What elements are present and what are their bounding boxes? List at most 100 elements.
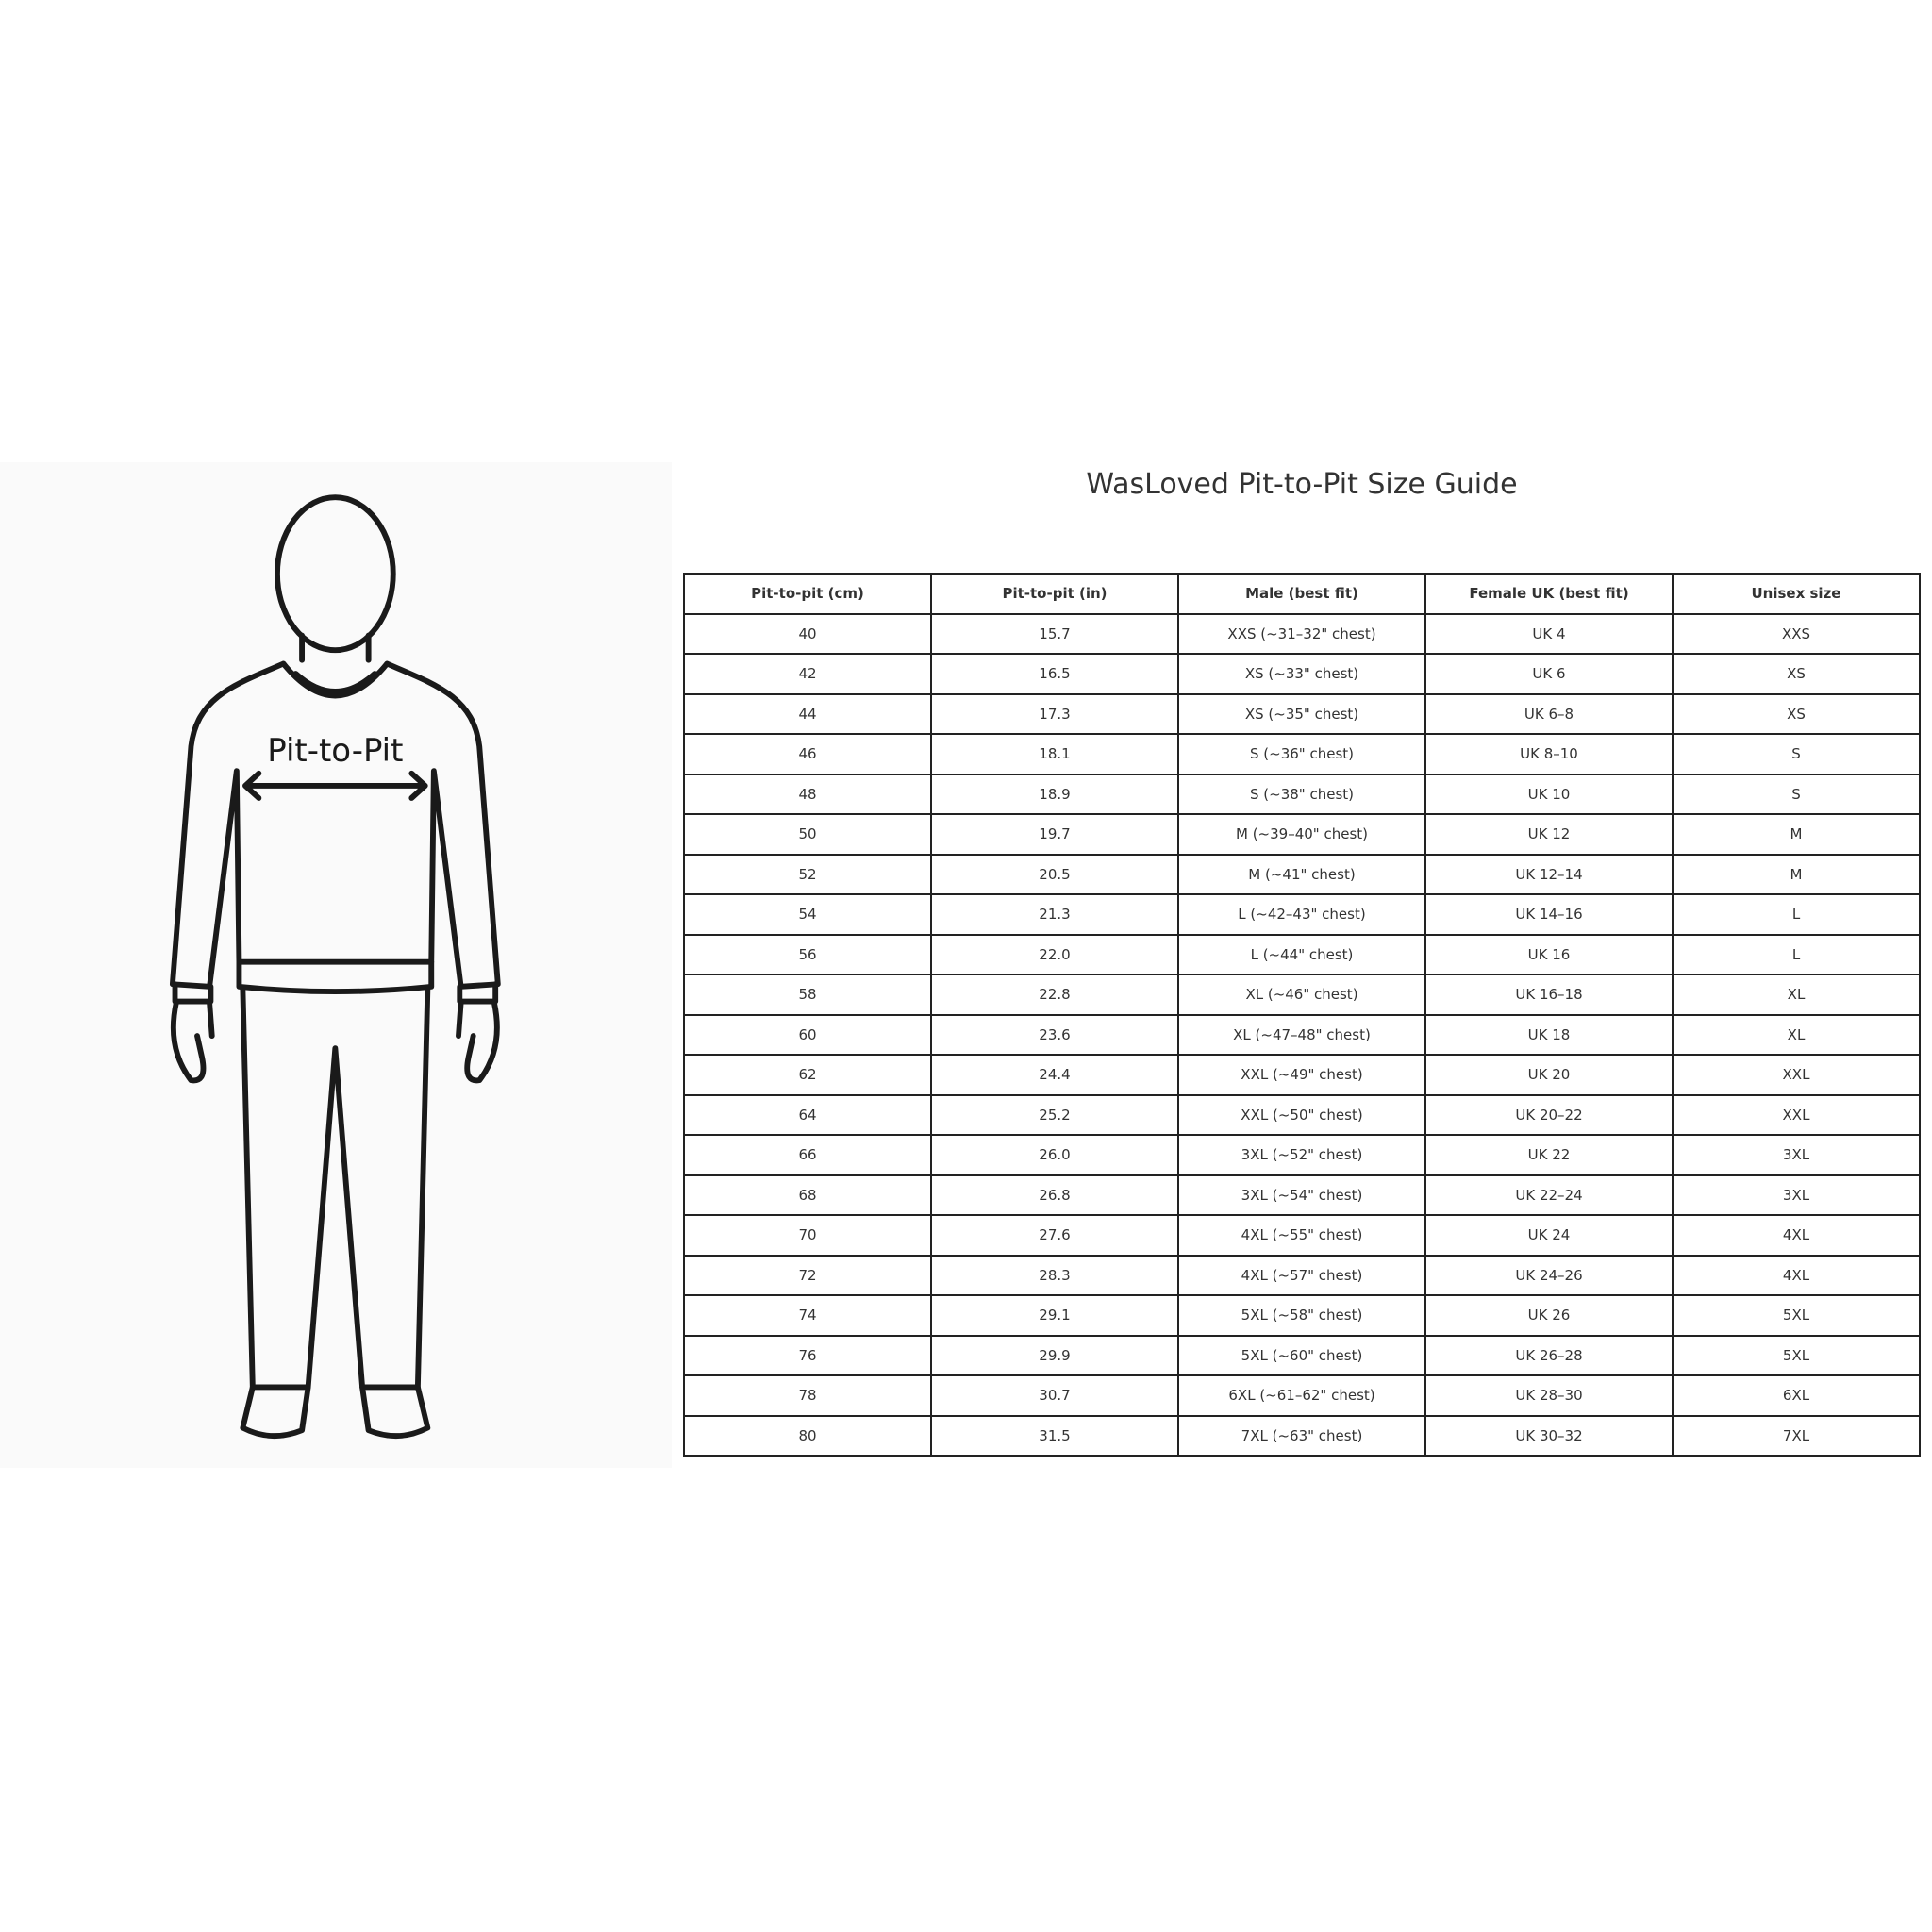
table-cell: S (~38" chest) xyxy=(1177,773,1426,815)
header-cell: Female UK (best fit) xyxy=(1424,573,1674,615)
table-row: 44 17.3 XS (~35" chest) UK 6–8 XS xyxy=(683,692,1921,735)
table-row: 76 29.9 5XL (~60" chest) UK 26–28 5XL xyxy=(683,1334,1921,1376)
table-cell: XXL xyxy=(1672,1054,1921,1096)
table-cell: UK 6–8 xyxy=(1424,692,1674,735)
table-cell: M (~39–40" chest) xyxy=(1177,813,1426,856)
table-cell: L xyxy=(1672,893,1921,936)
table-cell: UK 4 xyxy=(1424,612,1674,655)
table-cell: 3XL (~54" chest) xyxy=(1177,1174,1426,1216)
table-cell: UK 12–14 xyxy=(1424,853,1674,895)
table-cell: 16.5 xyxy=(930,653,1179,695)
table-cell: 7XL xyxy=(1672,1414,1921,1457)
table-row: 42 16.5 XS (~33" chest) UK 6 XS xyxy=(683,653,1921,695)
table-row: 46 18.1 S (~36" chest) UK 8–10 S xyxy=(683,733,1921,775)
table-cell: 24.4 xyxy=(930,1054,1179,1096)
table-cell: UK 20–22 xyxy=(1424,1093,1674,1136)
table-cell: M xyxy=(1672,813,1921,856)
table-cell: UK 22 xyxy=(1424,1134,1674,1176)
figure-illustration: Pit-to-Pit xyxy=(0,462,672,1468)
figure-label: Pit-to-Pit xyxy=(267,732,403,770)
table-cell: M (~41" chest) xyxy=(1177,853,1426,895)
table-cell: 66 xyxy=(683,1134,932,1176)
table-cell: S xyxy=(1672,733,1921,775)
table-cell: UK 26 xyxy=(1424,1294,1674,1337)
table-cell: UK 10 xyxy=(1424,773,1674,815)
table-row: 70 27.6 4XL (~55" chest) UK 24 4XL xyxy=(683,1214,1921,1257)
table-cell: L (~44" chest) xyxy=(1177,933,1426,975)
table-cell: 17.3 xyxy=(930,692,1179,735)
table-cell: 62 xyxy=(683,1054,932,1096)
table-cell: 70 xyxy=(683,1214,932,1257)
table-cell: S xyxy=(1672,773,1921,815)
table-cell: UK 14–16 xyxy=(1424,893,1674,936)
head xyxy=(275,494,396,654)
table-row: 60 23.6 XL (~47–48" chest) UK 18 XL xyxy=(683,1013,1921,1056)
table-row: 56 22.0 L (~44" chest) UK 16 L xyxy=(683,933,1921,975)
collar xyxy=(280,660,391,699)
table-cell: 72 xyxy=(683,1254,932,1296)
table-cell: UK 12 xyxy=(1424,813,1674,856)
hands xyxy=(170,999,500,1084)
table-row: 40 15.7 XXS (~31–32" chest) UK 4 XXS xyxy=(683,612,1921,655)
table-cell: UK 20 xyxy=(1424,1054,1674,1096)
table-cell: 5XL xyxy=(1672,1294,1921,1337)
table-row: 74 29.1 5XL (~58" chest) UK 26 5XL xyxy=(683,1294,1921,1337)
neck xyxy=(299,632,372,663)
table-cell: 22.0 xyxy=(930,933,1179,975)
table-row: 58 22.8 XL (~46" chest) UK 16–18 XL xyxy=(683,974,1921,1016)
table-cell: 26.8 xyxy=(930,1174,1179,1216)
table-cell: 27.6 xyxy=(930,1214,1179,1257)
table-cell: 4XL (~57" chest) xyxy=(1177,1254,1426,1296)
table-cell: 22.8 xyxy=(930,974,1179,1016)
table-cell: 30.7 xyxy=(930,1374,1179,1417)
table-cell: 31.5 xyxy=(930,1414,1179,1457)
table-cell: XXS (~31–32" chest) xyxy=(1177,612,1426,655)
table-cell: 28.3 xyxy=(930,1254,1179,1296)
table-row: 54 21.3 L (~42–43" chest) UK 14–16 L xyxy=(683,893,1921,936)
person-outline-icon: Pit-to-Pit xyxy=(169,494,501,1440)
table-cell: M xyxy=(1672,853,1921,895)
table-cell: 23.6 xyxy=(930,1013,1179,1056)
trousers xyxy=(240,986,431,1391)
table-cell: L xyxy=(1672,933,1921,975)
table-cell: XS xyxy=(1672,653,1921,695)
table-row: 50 19.7 M (~39–40" chest) UK 12 M xyxy=(683,813,1921,856)
table-cell: UK 16 xyxy=(1424,933,1674,975)
table-cell: UK 22–24 xyxy=(1424,1174,1674,1216)
table-cell: UK 24 xyxy=(1424,1214,1674,1257)
table-cell: 6XL xyxy=(1672,1374,1921,1417)
cuffs xyxy=(172,981,499,1005)
table-cell: XXL xyxy=(1672,1093,1921,1136)
hem-band xyxy=(236,958,435,995)
table-cell: UK 24–26 xyxy=(1424,1254,1674,1296)
table-cell: XS xyxy=(1672,692,1921,735)
table-cell: 4XL (~55" chest) xyxy=(1177,1214,1426,1257)
table-cell: 80 xyxy=(683,1414,932,1457)
page-title: WasLoved Pit-to-Pit Size Guide xyxy=(1086,468,1518,501)
table-cell: 52 xyxy=(683,853,932,895)
table-cell: 40 xyxy=(683,612,932,655)
table-cell: 6XL (~61–62" chest) xyxy=(1177,1374,1426,1417)
table-cell: 29.1 xyxy=(930,1294,1179,1337)
table-cell: UK 8–10 xyxy=(1424,733,1674,775)
table-cell: 3XL xyxy=(1672,1134,1921,1176)
table-cell: 19.7 xyxy=(930,813,1179,856)
table-cell: 15.7 xyxy=(930,612,1179,655)
table-cell: 60 xyxy=(683,1013,932,1056)
table-cell: 18.9 xyxy=(930,773,1179,815)
table-cell: 3XL xyxy=(1672,1174,1921,1216)
table-cell: 3XL (~52" chest) xyxy=(1177,1134,1426,1176)
table-cell: XXL (~50" chest) xyxy=(1177,1093,1426,1136)
table-row: 48 18.9 S (~38" chest) UK 10 S xyxy=(683,773,1921,815)
table-cell: 42 xyxy=(683,653,932,695)
table-row: 64 25.2 XXL (~50" chest) UK 20–22 XXL xyxy=(683,1093,1921,1136)
pit-to-pit-arrow xyxy=(242,770,428,801)
table-row: 62 24.4 XXL (~49" chest) UK 20 XXL xyxy=(683,1054,1921,1096)
table-row: 78 30.7 6XL (~61–62" chest) UK 28–30 6XL xyxy=(683,1374,1921,1417)
table-cell: 58 xyxy=(683,974,932,1016)
table-cell: 44 xyxy=(683,692,932,735)
table-cell: L (~42–43" chest) xyxy=(1177,893,1426,936)
table-cell: 21.3 xyxy=(930,893,1179,936)
table-cell: UK 16–18 xyxy=(1424,974,1674,1016)
table-cell: 76 xyxy=(683,1334,932,1376)
